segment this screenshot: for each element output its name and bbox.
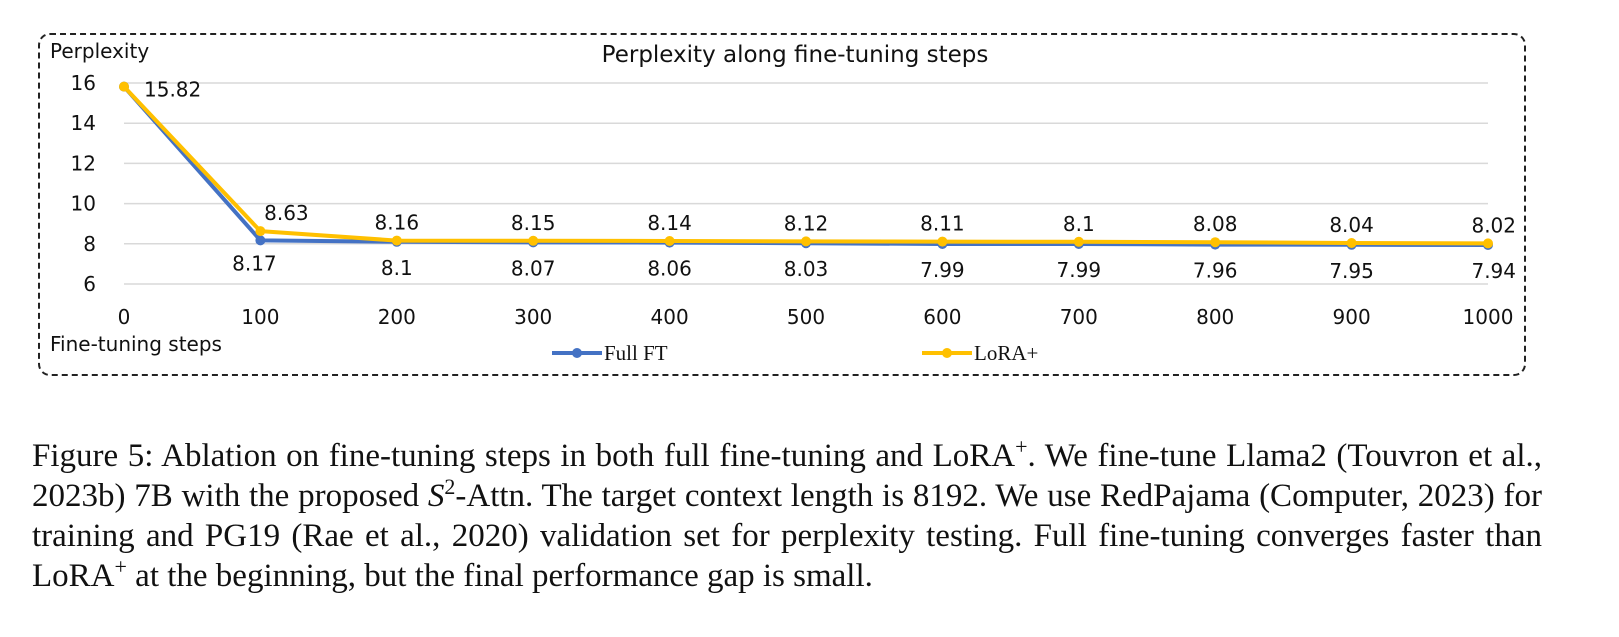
data-label-full-ft-800: 7.96: [1193, 259, 1238, 283]
x-tick-label-200: 200: [378, 305, 416, 329]
data-label-lora-plus-100: 8.63: [264, 201, 309, 225]
caption-math-s: S: [427, 478, 445, 514]
data-point-lora-plus-800: [1210, 237, 1221, 248]
data-point-lora-plus-600: [937, 236, 948, 247]
x-tick-label-900: 900: [1333, 305, 1371, 329]
chart-frame: [38, 33, 1526, 376]
chart-title: Perplexity along fine-tuning steps: [602, 42, 989, 68]
legend-item-full-ft: Full FT: [552, 341, 668, 365]
data-point-lora-plus-400: [664, 235, 675, 246]
data-label-lora-plus-500: 8.12: [784, 211, 829, 235]
data-point-lora-plus-0: [119, 81, 129, 92]
caption-part-1: Ablation on fine-tuning steps in both fu…: [161, 438, 1016, 474]
x-tick-label-500: 500: [787, 305, 825, 329]
data-label-full-ft-100: 8.17: [232, 251, 277, 275]
caption-sup-2: 2: [444, 474, 456, 499]
x-tick-label-600: 600: [923, 305, 961, 329]
data-label-lora-plus-800: 8.08: [1193, 212, 1238, 236]
data-point-full-ft-100: [255, 235, 266, 246]
y-tick-label-16: 16: [71, 71, 96, 95]
legend: Full FT LoRA+: [552, 341, 1038, 365]
line-chart: 6 8 10 12 14 16 0 100 200 300 400 500 600 700 800 900 10…: [50, 39, 1516, 365]
data-label-full-ft-300: 8.07: [511, 256, 556, 280]
figure-caption: Figure 5: Ablation on fine-tuning steps …: [32, 436, 1542, 596]
data-label-lora-plus-900: 8.04: [1329, 213, 1374, 237]
data-point-lora-plus-1000: [1483, 238, 1493, 249]
x-axis-label: Fine-tuning steps: [50, 332, 222, 356]
data-label-full-ft-700: 7.99: [1057, 258, 1102, 282]
x-tick-label-800: 800: [1196, 305, 1234, 329]
x-tick-label-300: 300: [514, 305, 552, 329]
caption-part-2: . We fine-tune Llama2 (Touvron et al., 2…: [32, 438, 1542, 514]
caption-part-4: at the beginning, but the final performa…: [126, 558, 873, 594]
data-label-full-ft-200: 8.1: [381, 256, 413, 280]
data-label-full-ft-1000: 7.94: [1471, 259, 1516, 283]
data-point-lora-plus-500: [801, 236, 811, 247]
series-layer: [119, 81, 1493, 251]
data-label-lora-plus-0: 15.82: [144, 78, 201, 102]
legend-label-lora-plus: LoRA+: [974, 341, 1038, 365]
x-tick-label-400: 400: [651, 305, 689, 329]
legend-item-lora-plus: LoRA+: [922, 341, 1038, 365]
data-point-lora-plus-200: [391, 235, 402, 246]
legend-label-full-ft: Full FT: [604, 341, 668, 365]
data-point-lora-plus-100: [255, 226, 266, 237]
data-point-lora-plus-300: [528, 235, 539, 246]
x-tick-label-0: 0: [118, 305, 131, 329]
y-tick-label-8: 8: [83, 232, 96, 256]
data-point-lora-plus-700: [1073, 236, 1084, 247]
x-tick-label-1000: 1000: [1463, 305, 1514, 329]
data-label-lora-plus-1000: 8.02: [1471, 213, 1516, 237]
data-label-lora-plus-700: 8.1: [1063, 212, 1095, 236]
data-label-lora-plus-600: 8.11: [920, 212, 965, 236]
data-label-full-ft-400: 8.06: [647, 257, 692, 281]
data-label-full-ft-500: 8.03: [784, 257, 829, 281]
y-tick-label-12: 12: [71, 151, 96, 175]
caption-sup-3: +: [114, 554, 127, 579]
y-tick-label-14: 14: [71, 111, 96, 135]
caption-part-3: -Attn. The target context length is 8192…: [32, 478, 1543, 594]
data-label-full-ft-600: 7.99: [920, 258, 965, 282]
caption-sup-1: +: [1015, 434, 1028, 459]
y-tick-label-10: 10: [71, 192, 96, 216]
label-layer: 6 8 10 12 14 16 0 100 200 300 400 500 600 700 800 900 10…: [71, 71, 1516, 329]
figure-label: Figure 5:: [32, 438, 154, 474]
data-label-full-ft-900: 7.95: [1329, 259, 1374, 283]
grid-lines: [124, 82, 1488, 285]
y-axis-label: Perplexity: [50, 39, 149, 63]
x-tick-label-700: 700: [1060, 305, 1098, 329]
data-label-lora-plus-300: 8.15: [511, 211, 556, 235]
data-label-lora-plus-400: 8.14: [647, 211, 692, 235]
x-tick-label-100: 100: [241, 305, 279, 329]
data-label-lora-plus-200: 8.16: [375, 211, 420, 235]
data-point-lora-plus-900: [1346, 237, 1357, 248]
y-tick-label-6: 6: [83, 272, 96, 296]
